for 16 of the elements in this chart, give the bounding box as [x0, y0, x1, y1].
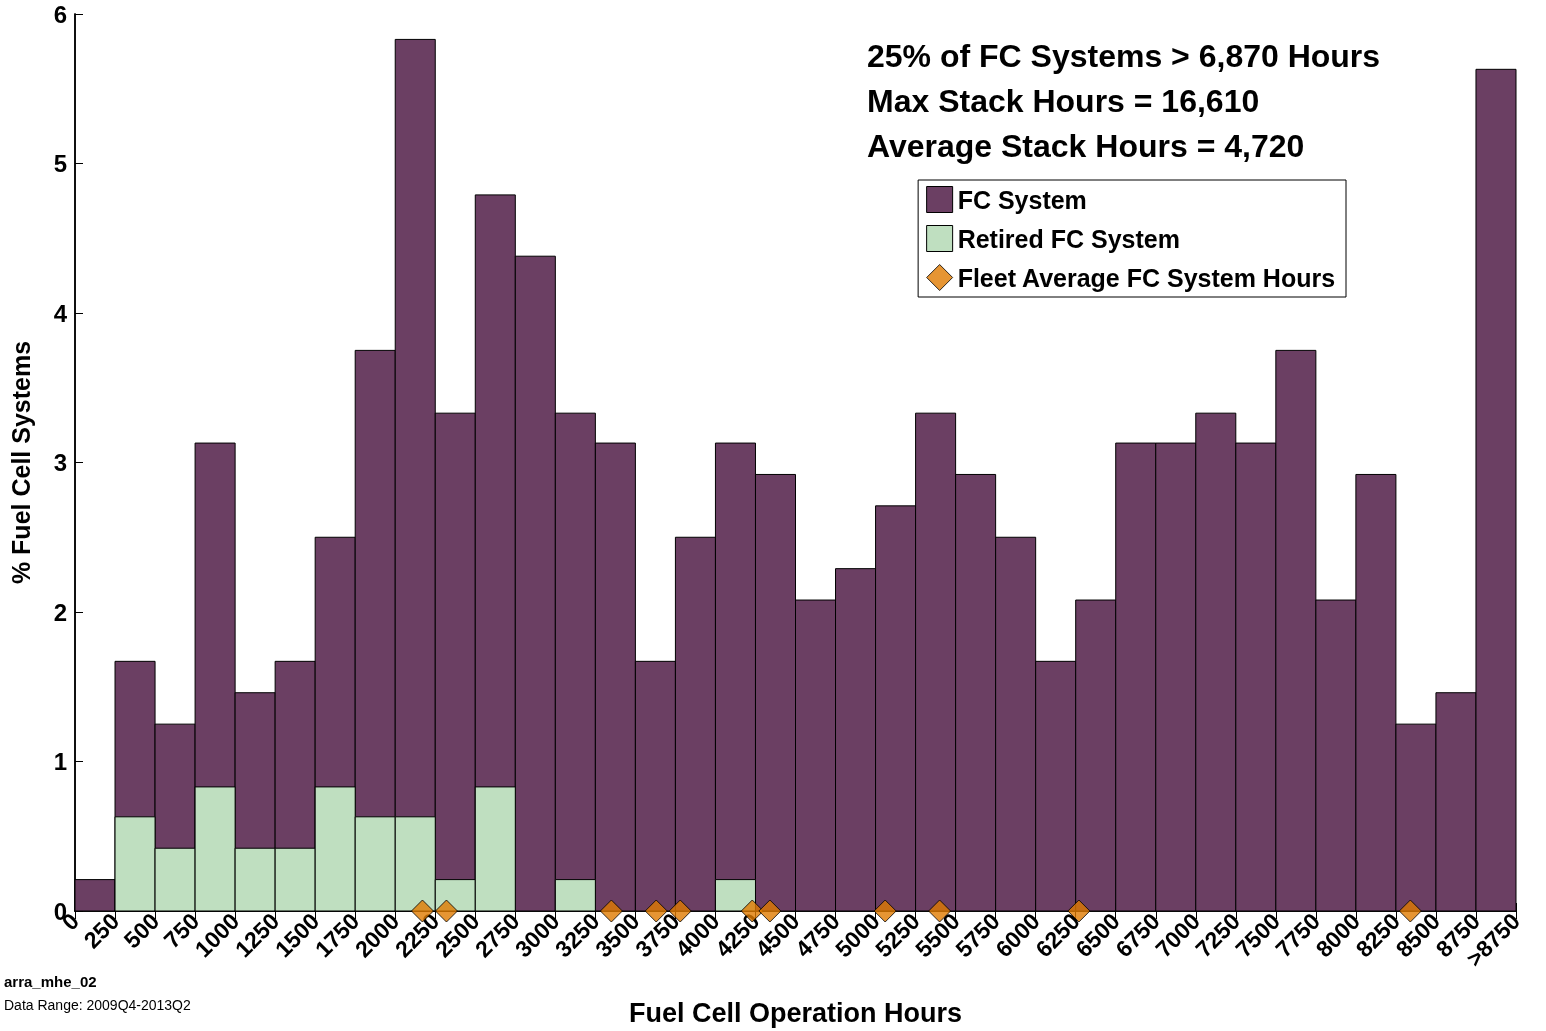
- y-axis-title: % Fuel Cell Systems: [6, 340, 35, 585]
- y-tick-label: 3: [53, 449, 67, 476]
- y-tick-label: 6: [53, 0, 67, 28]
- y-tick-label: 2: [53, 598, 67, 626]
- annotation: 25% of FC Systems > 6,870 Hours: [867, 38, 1381, 74]
- text: arra_mhe_02: [4, 973, 97, 990]
- legend-label: FC System: [957, 185, 1087, 214]
- text: Data Range: 2009Q4-2013Q2: [4, 997, 192, 1013]
- legend-label: Fleet Average FC System Hours: [957, 263, 1336, 292]
- legend-label: Retired FC System: [957, 224, 1180, 253]
- y-tick-label: 4: [53, 299, 68, 327]
- x-axis-title: Fuel Cell Operation Hours: [628, 997, 963, 1028]
- annotation: Average Stack Hours = 4,720: [867, 128, 1305, 164]
- annotation: Max Stack Hours = 16,610: [867, 83, 1260, 119]
- y-tick-label: 5: [53, 150, 67, 177]
- y-tick-label: 1: [53, 748, 67, 775]
